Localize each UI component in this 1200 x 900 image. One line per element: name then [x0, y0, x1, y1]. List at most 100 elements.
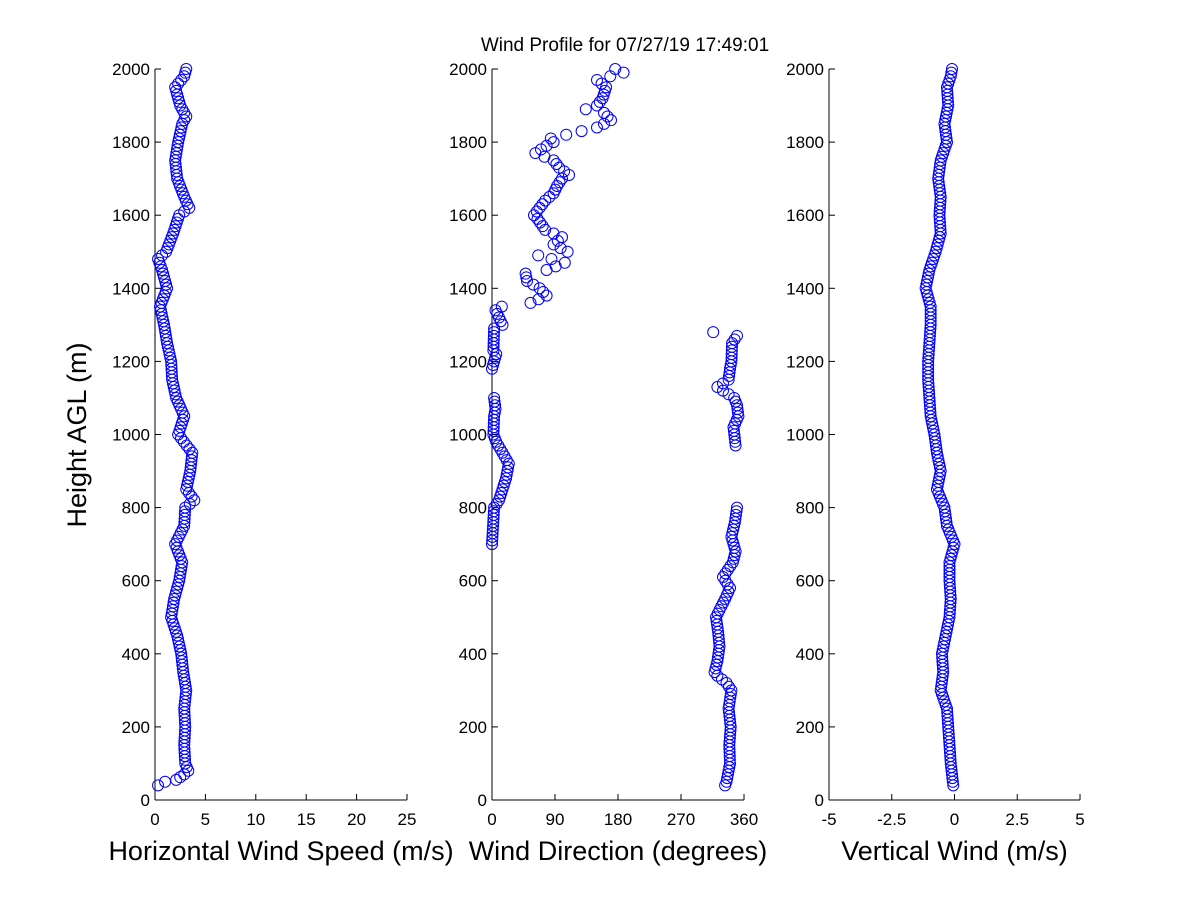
data-point — [545, 253, 558, 266]
y-tick-label: 1000 — [786, 426, 824, 445]
data-point — [170, 585, 183, 598]
data-point — [152, 253, 165, 266]
x-tick-label: 15 — [297, 810, 316, 829]
y-tick-label: 800 — [796, 499, 824, 518]
y-tick-label: 400 — [122, 645, 150, 664]
data-point — [500, 454, 513, 467]
data-point — [519, 267, 532, 280]
data-point — [543, 190, 556, 203]
data-point — [708, 666, 721, 679]
data-point — [490, 497, 503, 510]
data-point — [534, 216, 547, 229]
data-point — [591, 73, 603, 86]
y-tick-label: 1600 — [786, 206, 824, 225]
data-point — [539, 194, 552, 207]
data-point — [944, 552, 957, 565]
data-point — [532, 249, 545, 262]
data-point — [727, 424, 740, 437]
figure-title: Wind Profile for 07/27/19 17:49:01 — [481, 35, 769, 56]
data-point — [593, 95, 606, 108]
data-point — [609, 63, 622, 75]
y-tick-label: 2000 — [112, 60, 150, 79]
data-point — [173, 95, 186, 108]
data-point — [495, 300, 508, 313]
x-tick-label: 2.5 — [1005, 810, 1029, 829]
data-point — [171, 582, 184, 595]
data-point — [720, 677, 733, 690]
y-tick-label: 400 — [459, 645, 487, 664]
data-point — [157, 267, 170, 280]
data-point — [494, 443, 507, 456]
data-point — [945, 549, 958, 562]
x-tick-label: 5 — [201, 810, 210, 829]
data-point — [524, 296, 537, 309]
data-point — [946, 545, 959, 558]
data-point — [170, 84, 183, 97]
data-point — [533, 201, 546, 214]
data-point — [160, 278, 173, 291]
data-point — [496, 446, 509, 459]
y-tick-label: 200 — [796, 718, 824, 737]
data-point — [551, 234, 564, 247]
data-point — [715, 673, 728, 686]
data-point — [560, 128, 573, 141]
y-tick-label: 800 — [459, 499, 487, 518]
data-point — [727, 552, 740, 565]
data-point — [182, 486, 195, 499]
y-tick-label: 600 — [122, 572, 150, 591]
data-point — [722, 680, 735, 693]
data-point — [601, 110, 614, 123]
data-point — [179, 501, 192, 514]
data-point — [921, 289, 934, 302]
data-point — [730, 505, 743, 518]
x-tick-label: 10 — [246, 810, 265, 829]
data-point — [731, 402, 744, 415]
data-point — [536, 198, 549, 211]
x-axis-label: Wind Direction (degrees) — [469, 836, 768, 866]
data-point — [172, 77, 185, 90]
data-point — [159, 775, 172, 788]
y-tick-label: 0 — [815, 791, 824, 810]
data-point — [941, 706, 954, 719]
data-point — [175, 73, 188, 86]
data-point — [520, 271, 533, 284]
data-point — [489, 304, 502, 317]
horizontal-wind-speed-panel: 0 200 400 600 800 1000 1200 1400 1600 1800 2000 0 5 1… — [108, 60, 453, 866]
y-tick-label: 1800 — [112, 133, 150, 152]
x-tick-label: 360 — [730, 810, 758, 829]
data-point — [161, 282, 174, 295]
data-point — [579, 103, 592, 116]
data-point — [939, 508, 952, 521]
x-tick-label: 20 — [347, 810, 366, 829]
data-point — [727, 538, 740, 551]
data-point — [488, 395, 501, 408]
data-point — [932, 234, 945, 247]
data-point — [502, 457, 515, 470]
y-tick-label: 1200 — [449, 352, 487, 371]
y-tick-label: 1400 — [449, 279, 487, 298]
data-point — [724, 582, 736, 595]
data-point — [488, 322, 501, 335]
data-point — [558, 256, 571, 269]
data-point — [177, 435, 190, 448]
data-point — [547, 136, 560, 149]
data-point — [724, 688, 737, 701]
x-tick-label: -2.5 — [877, 810, 906, 829]
y-tick-label: 1600 — [449, 206, 487, 225]
data-point — [159, 274, 172, 287]
data-point — [591, 121, 603, 134]
data-point — [174, 771, 187, 784]
data-point — [492, 439, 505, 452]
data-point — [709, 662, 722, 675]
data-point — [595, 77, 608, 90]
data-point — [719, 574, 732, 587]
data-point — [728, 541, 741, 554]
data-point — [172, 92, 185, 105]
data-point — [180, 63, 193, 75]
data-point — [185, 490, 198, 503]
data-point — [731, 501, 743, 514]
data-point — [929, 245, 942, 258]
y-tick-label: 1000 — [112, 426, 150, 445]
data-point — [724, 560, 737, 573]
y-tick-label: 600 — [796, 572, 824, 591]
